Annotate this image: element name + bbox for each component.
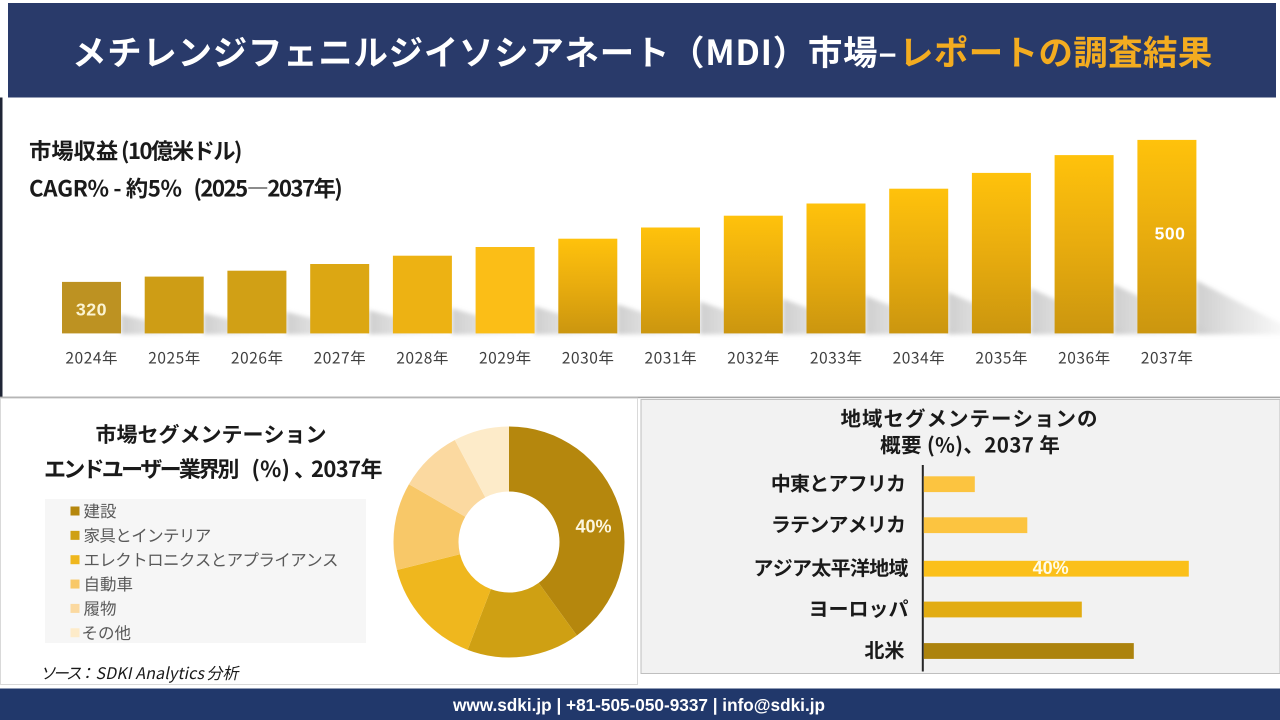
svg-text:40%: 40% <box>575 517 611 537</box>
svg-text:500: 500 <box>1155 223 1186 243</box>
svg-text:40%: 40% <box>1033 558 1069 578</box>
svg-text:320: 320 <box>76 299 107 319</box>
svg-text:www.sdki.jp | +81-505-050-9337: www.sdki.jp | +81-505-050-9337 | info@sd… <box>452 695 825 715</box>
